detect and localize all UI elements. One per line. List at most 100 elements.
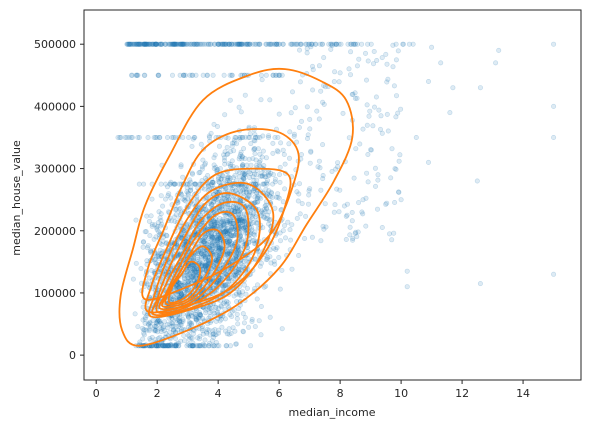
scatter-point [255,146,261,152]
scatter-point [154,225,160,231]
scatter-point [211,162,217,168]
scatter-point [228,228,234,234]
scatter-point [263,72,269,78]
scatter-point [188,320,194,326]
scatter-point [364,170,370,176]
scatter-point [288,110,294,116]
scatter-point [138,266,144,272]
scatter-point [180,174,186,180]
scatter-point [364,122,370,128]
scatter-point [181,197,187,203]
scatter-point [188,310,194,316]
scatter-point [215,245,221,251]
scatter-point [214,280,220,286]
scatter-point [227,221,233,227]
scatter-point [210,245,216,251]
scatter-point [211,223,217,229]
x-axis-ticks: 0 2 4 6 8 10 12 14 [93,380,530,400]
scatter-point [379,55,385,61]
scatter-point [379,130,385,136]
scatter-point [236,212,242,218]
scatter-point [177,319,183,325]
scatter-point [189,41,195,47]
scatter-point [240,218,246,224]
scatter-point [331,79,337,85]
scatter-point [154,343,160,349]
scatter-point [263,186,269,192]
scatter-point [140,244,146,250]
scatter-point [203,310,209,316]
scatter-point [236,266,242,272]
scatter-point [199,262,205,268]
scatter-point [220,284,226,290]
scatter-point [214,220,220,226]
scatter-point [379,225,385,231]
scatter-point [276,72,282,78]
scatter-point [219,220,225,226]
scatter-point [231,307,237,313]
x-axis-label: median_income [288,406,375,419]
scatter-point [179,291,185,297]
scatter-point [146,328,152,334]
scatter-point [263,41,269,47]
scatter-point [223,270,229,276]
y-tick-label: 200000 [34,225,76,238]
scatter-point [296,191,302,197]
scatter-point [187,321,193,327]
scatter-point [230,204,236,210]
scatter-point [260,214,266,220]
scatter-point [203,206,209,212]
scatter-point [176,280,182,286]
scatter-point [144,258,150,264]
scatter-point [233,254,239,260]
scatter-point [365,179,371,185]
scatter-point [186,336,192,342]
scatter-point [241,320,247,326]
scatter-point [216,143,222,149]
scatter-point [272,179,278,185]
scatter-point [195,315,201,321]
scatter-point [184,196,190,202]
scatter-point [231,293,237,299]
scatter-point [173,342,179,348]
scatter-point [349,210,355,216]
scatter-point [197,315,203,321]
scatter-point [173,343,179,349]
scatter-point [258,72,264,78]
scatter-point [208,203,214,209]
scatter-point [162,343,168,349]
scatter-point [205,173,211,179]
scatter-point [160,203,166,209]
scatter-point [242,92,248,98]
scatter-point [384,61,390,67]
scatter-point [366,113,372,119]
scatter-point [225,300,231,306]
scatter-point [359,209,365,215]
scatter-point [186,135,192,141]
scatter-point [225,193,231,199]
scatter-point [226,174,232,180]
scatter-point [320,142,326,148]
y-axis-ticks: 0 100000 200000 300000 400000 500000 [34,38,84,362]
scatter-point [216,236,222,242]
scatter-point [207,332,213,338]
scatter-point [243,172,249,178]
scatter-point [277,238,283,244]
scatter-point [133,41,139,47]
scatter-point [234,299,240,305]
scatter-point [209,338,215,344]
scatter-point [269,190,275,196]
scatter-point [158,223,164,229]
scatter-point [229,158,235,164]
scatter-point [222,155,228,161]
scatter-point [140,325,146,331]
scatter-point [199,254,205,260]
scatter-point [235,321,241,327]
scatter-point [217,215,223,221]
scatter-point [207,313,213,319]
scatter-point [217,166,223,172]
scatter-point [320,99,326,105]
scatter-point [173,335,179,341]
scatter-point [351,175,357,181]
scatter-point [159,221,165,227]
